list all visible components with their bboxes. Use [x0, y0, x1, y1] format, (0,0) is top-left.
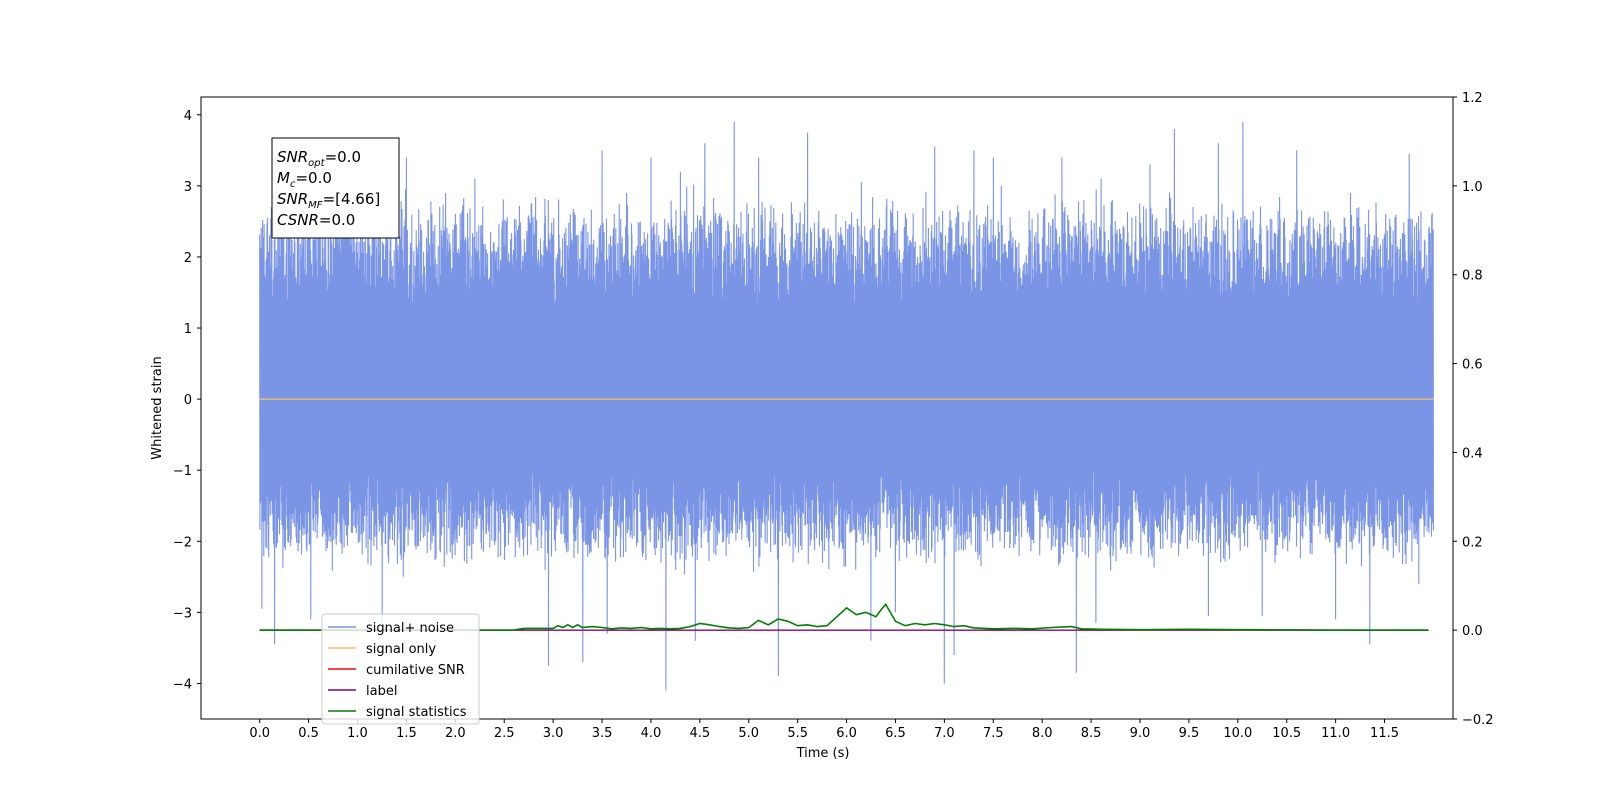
annotation-line: SNRMF=[4.66]	[277, 190, 380, 211]
x-tick-label: 4.5	[690, 726, 711, 741]
legend-label: signal+ noise	[366, 621, 454, 636]
y2-tick-label: −0.2	[1462, 713, 1494, 728]
annotation-line: Mc=0.0	[277, 169, 332, 190]
annotation-box	[271, 137, 400, 239]
x-tick-label: 0.5	[298, 726, 319, 741]
x-tick-label: 2.0	[445, 726, 466, 741]
x-tick-label: 10.5	[1272, 726, 1301, 741]
annotation-line: CSNR=0.0	[277, 211, 355, 229]
x-tick-label: 3.5	[592, 726, 613, 741]
x-tick-label: 2.5	[494, 726, 515, 741]
x-axis-label: Time (s)	[796, 746, 850, 761]
x-tick-label: 10.0	[1223, 726, 1252, 741]
x-tick-label: 1.0	[347, 726, 368, 741]
x-tick-label: 5.5	[787, 726, 808, 741]
plot-frame	[200, 96, 1454, 720]
y-tick-label: 1	[184, 322, 192, 337]
annotation-line: SNRopt=0.0	[277, 148, 361, 169]
legend-box	[321, 613, 480, 725]
y-tick-label: −2	[173, 535, 192, 550]
x-tick-label: 7.5	[983, 726, 1004, 741]
legend-label: label	[366, 684, 397, 699]
legend-label: cumilative SNR	[366, 663, 465, 678]
y-tick-label: −3	[173, 606, 192, 621]
x-tick-label: 9.5	[1179, 726, 1200, 741]
x-tick-label: 7.0	[934, 726, 955, 741]
x-tick-label: 8.5	[1081, 726, 1102, 741]
y-axis-label: Whitened strain	[150, 356, 165, 459]
x-tick-label: 8.0	[1032, 726, 1053, 741]
y-tick-label: 4	[184, 109, 192, 124]
y-tick-label: −1	[173, 464, 192, 479]
x-tick-label: 4.0	[641, 726, 662, 741]
y2-tick-label: 0.6	[1462, 358, 1483, 373]
legend-label: signal statistics	[366, 705, 467, 720]
x-tick-label: 9.0	[1130, 726, 1151, 741]
x-tick-label: 1.5	[396, 726, 417, 741]
y2-tick-label: 0.0	[1462, 624, 1483, 639]
y2-tick-label: 1.0	[1462, 180, 1483, 195]
x-tick-label: 6.5	[885, 726, 906, 741]
y2-tick-label: 1.2	[1462, 91, 1483, 106]
x-tick-label: 6.0	[836, 726, 857, 741]
legend-label: signal only	[366, 642, 436, 657]
y-tick-label: 0	[184, 393, 192, 408]
y-tick-label: 2	[184, 251, 192, 266]
y-tick-label: 3	[184, 180, 192, 195]
x-tick-label: 11.5	[1370, 726, 1399, 741]
x-tick-label: 11.0	[1321, 726, 1350, 741]
y2-tick-label: 0.2	[1462, 535, 1483, 550]
series-line-signal-statistics	[259, 603, 1429, 631]
x-tick-label: 3.0	[543, 726, 564, 741]
y-tick-label: −4	[173, 677, 192, 692]
y2-tick-label: 0.4	[1462, 446, 1483, 461]
series-line-signal-noise	[259, 121, 1434, 691]
x-tick-label: 0.0	[249, 726, 270, 741]
x-tick-label: 5.0	[738, 726, 759, 741]
y2-tick-label: 0.8	[1462, 269, 1483, 284]
